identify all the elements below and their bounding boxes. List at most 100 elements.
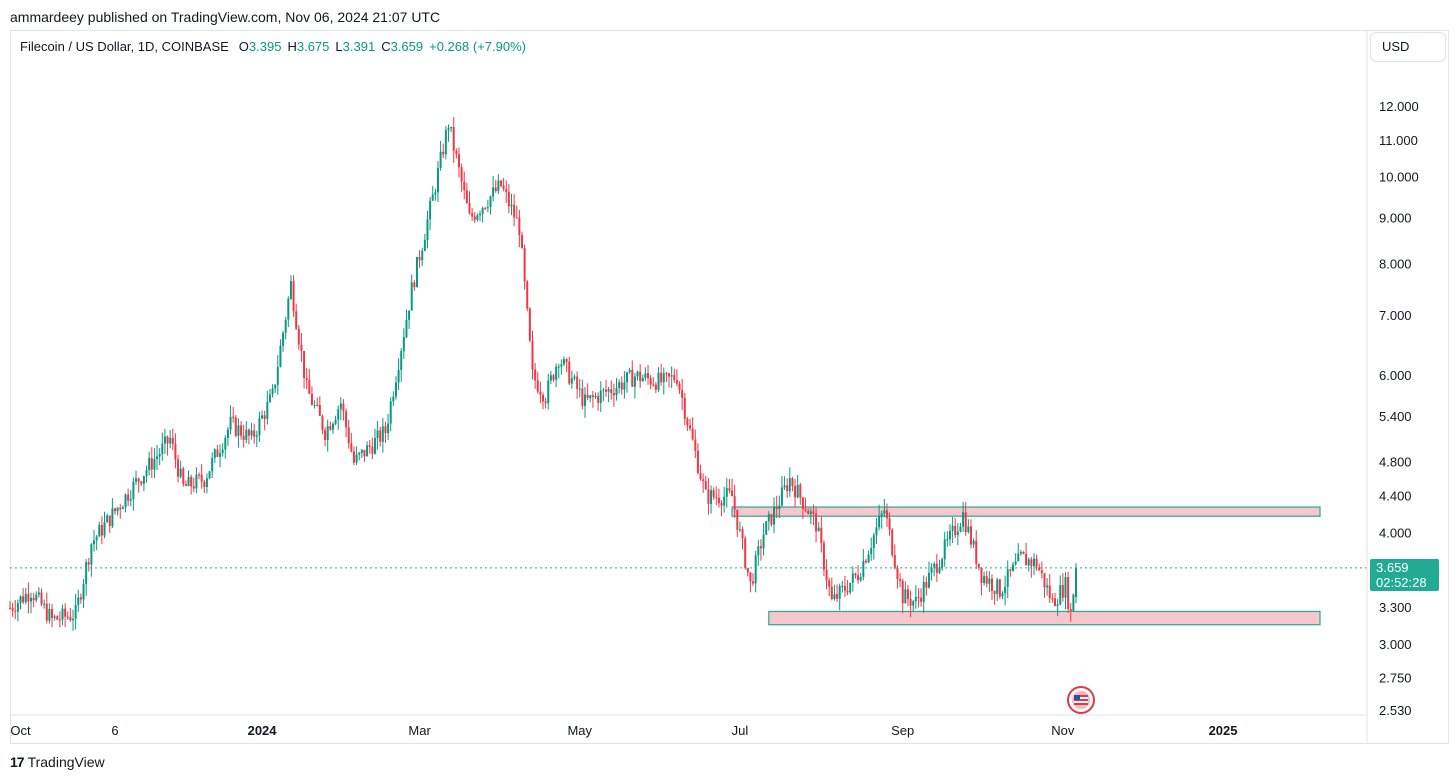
candle-body [964, 512, 967, 533]
candle-body [24, 593, 27, 603]
candle-body [846, 590, 849, 593]
candle-body [379, 430, 382, 442]
candle-body [410, 282, 413, 311]
candle-body [93, 540, 96, 545]
candle-body [161, 443, 164, 454]
candle-body [883, 510, 886, 514]
high-label: H [287, 39, 297, 54]
y-tick-label: 8.000 [1379, 256, 1412, 271]
candle-body [1025, 553, 1028, 566]
candle-body [1006, 569, 1009, 587]
candle-body [990, 578, 993, 592]
candle-body [64, 608, 67, 617]
candle-body [150, 458, 153, 470]
candle-body [639, 371, 642, 382]
candle-body [250, 430, 253, 436]
candle-body [106, 515, 109, 523]
candle-body [203, 481, 206, 488]
candle-body [460, 167, 463, 182]
candle-body [166, 436, 169, 444]
candle-body [959, 526, 962, 532]
candle-body [531, 340, 534, 370]
candle-body [513, 204, 516, 218]
candle-body [838, 586, 841, 599]
candle-body [145, 470, 148, 477]
candle-body [647, 373, 650, 379]
candle-body [90, 544, 93, 565]
close-label: C [381, 39, 391, 54]
candle-body [683, 397, 686, 419]
x-axis: Oct 6 2024 Mar May Jul Sep Nov 2025 [10, 723, 1237, 738]
x-tick-label: May [567, 723, 592, 738]
footer-brand[interactable]: 17 TradingView [10, 754, 105, 770]
candle-body [303, 350, 306, 378]
last-price-tag: 3.659 02:52:28 [1370, 559, 1439, 591]
candle-body [681, 389, 684, 398]
candle-body [809, 511, 812, 515]
candle-body [605, 389, 608, 392]
candle-body [977, 563, 980, 568]
candle-body [295, 311, 298, 329]
candles-layer [9, 116, 1077, 631]
x-tick-label: 6 [111, 723, 118, 738]
candle-body [1022, 552, 1025, 554]
currency-button[interactable]: USD [1370, 32, 1446, 62]
candle-body [450, 126, 453, 129]
candle-body [689, 425, 692, 429]
candle-body [211, 457, 214, 472]
candle-body [499, 180, 502, 186]
candle-body [775, 506, 778, 510]
candle-body [927, 572, 930, 588]
candle-body [179, 468, 182, 477]
candle-body [471, 213, 474, 217]
candle-body [1019, 552, 1022, 554]
candle-body [1072, 594, 1075, 611]
candle-body [526, 281, 529, 309]
candle-body [620, 382, 623, 390]
candle-body [623, 382, 626, 390]
candle-body [791, 478, 794, 487]
candle-body [885, 510, 888, 519]
candle-body [941, 559, 944, 568]
candle-body [116, 507, 119, 512]
candle-body [983, 576, 986, 584]
candle-body [602, 389, 605, 391]
candle-body [51, 608, 54, 618]
symbol-title: Filecoin / US Dollar, 1D, COINBASE [20, 39, 229, 54]
candle-body [878, 516, 881, 528]
candle-body [324, 430, 327, 440]
candle-body [345, 411, 348, 428]
candle-body [177, 459, 180, 477]
candle-body [85, 562, 88, 584]
candle-body [169, 437, 172, 444]
y-tick-label: 12.000 [1379, 99, 1419, 114]
candle-body [862, 560, 865, 577]
candle-body [394, 382, 397, 397]
candle-body [731, 490, 734, 497]
candle-body [812, 511, 815, 514]
candle-body [922, 581, 925, 602]
candle-body [389, 401, 392, 424]
candle-body [857, 575, 860, 581]
candle-body [397, 369, 400, 383]
candle-body [205, 478, 208, 488]
candle-body [9, 607, 11, 609]
candle-body [833, 594, 836, 600]
candle-body [542, 394, 544, 402]
y-tick-label: 5.400 [1379, 409, 1412, 424]
candle-body [263, 415, 266, 419]
candle-body [626, 372, 629, 383]
candle-body [796, 484, 799, 498]
candle-body [654, 384, 657, 390]
candle-body [909, 599, 912, 606]
candle-body [649, 378, 652, 385]
candle-body [350, 443, 353, 452]
candle-body [221, 449, 224, 454]
last-price-value: 3.659 [1376, 560, 1409, 575]
candle-body [770, 514, 773, 525]
candle-body [1043, 573, 1046, 588]
y-tick-label: 3.300 [1379, 600, 1412, 615]
candle-body [282, 332, 285, 346]
candle-body [69, 616, 72, 621]
